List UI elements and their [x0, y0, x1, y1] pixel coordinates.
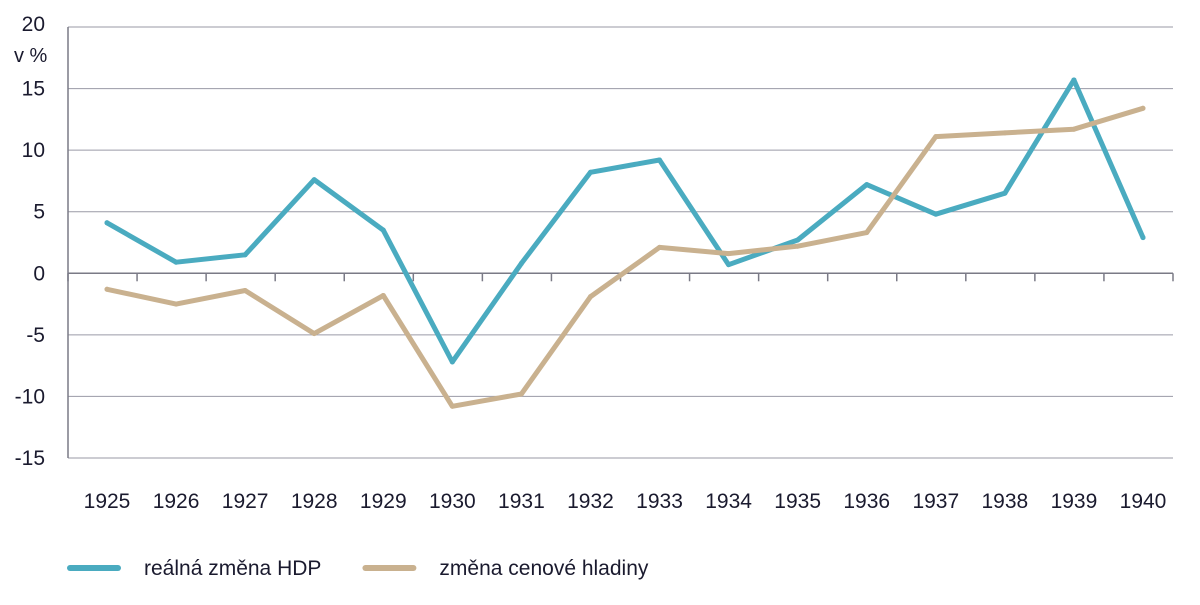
series-1-point [1002, 190, 1008, 196]
y-tick-label: 15 [22, 78, 45, 101]
axes: 20 15 10 5 0 -5 -10 -15 1925 1926 1927 1928 1929 1930… [15, 13, 1174, 513]
x-tick-label: 1937 [912, 490, 959, 513]
x-tick-label: 1929 [360, 490, 407, 513]
series-1-point [173, 259, 179, 265]
series-1-point [311, 177, 317, 183]
y-axis-unit-label: v % [14, 45, 48, 67]
series-2-point [380, 292, 386, 298]
series-1-point [726, 262, 732, 268]
x-tick-label: 1927 [222, 490, 269, 513]
series-2-point [587, 294, 593, 300]
x-tick-label: 1931 [498, 490, 545, 513]
series-2-point [864, 230, 870, 236]
x-tick-label: 1932 [567, 490, 614, 513]
y-tick-label: -5 [26, 324, 45, 347]
y-tick-label: -10 [15, 385, 45, 408]
y-tick-label: -15 [15, 447, 45, 470]
y-tick-label: 0 [33, 262, 45, 285]
series-1-point [1071, 77, 1077, 83]
series-1-point [933, 211, 939, 217]
x-tick-label: 1938 [982, 490, 1029, 513]
series-line-1 [104, 77, 1146, 365]
x-tick-label: 1926 [153, 490, 200, 513]
y-tick-label: 10 [22, 139, 45, 162]
x-tick-label: 1936 [843, 490, 890, 513]
series-2-point [1002, 130, 1008, 136]
x-tick-label: 1935 [774, 490, 821, 513]
series-1-point [1140, 235, 1146, 241]
x-tick-label: 1930 [429, 490, 476, 513]
series-1-point [449, 359, 455, 365]
series-1-point [587, 169, 593, 175]
series-2-point [449, 403, 455, 409]
x-tick-label: 1928 [291, 490, 338, 513]
series-2-point [242, 288, 248, 294]
y-tick-label: 20 [22, 13, 45, 36]
series-lines [104, 77, 1146, 409]
series-2-point [657, 244, 663, 250]
series-2-point [726, 251, 732, 257]
x-tick-label: 1940 [1120, 490, 1167, 513]
series-2-point [518, 391, 524, 397]
series-1-point [242, 252, 248, 258]
series-line-2 [104, 105, 1146, 409]
series-1-point [657, 157, 663, 163]
series-1-point [380, 227, 386, 233]
series-2-point [311, 331, 317, 337]
series-2-point [933, 134, 939, 140]
legend: reálná změna HDP změna cenové hladiny [67, 557, 649, 580]
x-tick-label: 1933 [636, 490, 683, 513]
x-tick-label: 1939 [1051, 490, 1098, 513]
gridlines [68, 26, 1173, 459]
series-2-point [173, 301, 179, 307]
series-1-point [104, 220, 110, 226]
series-2-point [1071, 126, 1077, 132]
series-2-point [104, 286, 110, 292]
series-1-point [795, 237, 801, 243]
series-1-point [864, 182, 870, 188]
legend-label: změna cenové hladiny [439, 557, 648, 580]
x-tick-label: 1934 [705, 490, 752, 513]
series-2-point [795, 243, 801, 249]
y-tick-label: 5 [33, 201, 45, 224]
series-2-point [1140, 105, 1146, 111]
series-1-point [518, 260, 524, 266]
legend-label: reálná změna HDP [144, 557, 321, 580]
x-tick-label: 1925 [84, 490, 131, 513]
